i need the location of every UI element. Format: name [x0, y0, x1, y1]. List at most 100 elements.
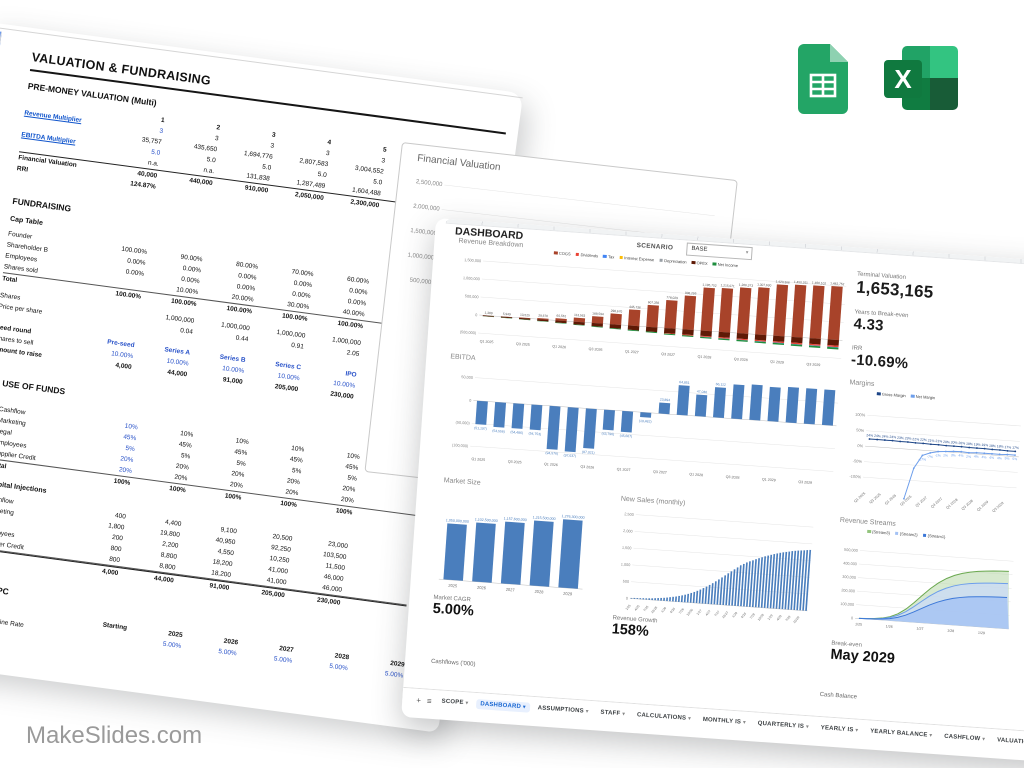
svg-text:1,307,630: 1,307,630	[757, 283, 772, 288]
svg-text:7/26: 7/26	[678, 607, 685, 615]
svg-text:1,482,752: 1,482,752	[830, 281, 845, 286]
sheet-tab-quarterly-is[interactable]: QUARTERLY IS ▾	[757, 720, 809, 731]
svg-text:23%: 23%	[905, 436, 912, 440]
svg-text:1/28: 1/28	[947, 629, 954, 633]
svg-text:2,000: 2,000	[623, 529, 633, 534]
revenue-streams-title: Revenue Streams	[839, 516, 897, 528]
sheet-tab-dashboard[interactable]: DASHBOARD ▾	[475, 699, 531, 713]
svg-text:100%: 100%	[855, 412, 866, 418]
svg-text:300,000: 300,000	[842, 575, 856, 580]
svg-text:4%: 4%	[958, 453, 963, 457]
svg-text:1,215,071: 1,215,071	[720, 283, 735, 288]
svg-text:84,787: 84,787	[825, 381, 836, 386]
sheet-tab-calculations[interactable]: CALCULATIONS ▾	[636, 712, 692, 722]
svg-text:1,000,000: 1,000,000	[407, 253, 435, 262]
svg-text:4%: 4%	[989, 456, 994, 460]
sheet-tab-monthly-is[interactable]: MONTHLY IS ▾	[702, 716, 746, 726]
svg-text:2029: 2029	[563, 591, 573, 597]
google-sheets-icon	[798, 44, 848, 114]
svg-text:100,000: 100,000	[840, 602, 854, 607]
svg-text:(54,556): (54,556)	[492, 429, 505, 434]
svg-text:(87,021): (87,021)	[582, 450, 595, 455]
cash-balance-label: Cash Balance	[819, 691, 858, 701]
svg-text:3%: 3%	[951, 453, 956, 457]
svg-text:(500,000): (500,000)	[460, 330, 477, 335]
svg-text:21%: 21%	[928, 439, 935, 443]
svg-text:5%: 5%	[1012, 457, 1017, 461]
svg-text:-100%: -100%	[849, 474, 861, 480]
svg-text:5,949: 5,949	[503, 312, 511, 317]
svg-text:(97,037): (97,037)	[563, 453, 576, 458]
svg-text:74,920: 74,920	[734, 379, 745, 384]
svg-text:Q1 2027: Q1 2027	[915, 496, 928, 508]
svg-text:400,000: 400,000	[843, 561, 857, 566]
svg-text:7/27: 7/27	[713, 610, 720, 618]
svg-text:Q3 2029: Q3 2029	[806, 362, 820, 367]
svg-text:17%: 17%	[1012, 446, 1019, 450]
market-size-title: Market Size	[443, 477, 481, 487]
svg-text:(45,667): (45,667)	[620, 434, 633, 439]
svg-text:10/25: 10/25	[650, 605, 658, 614]
svg-text:(43,796): (43,796)	[601, 432, 614, 437]
svg-text:Q3 2027: Q3 2027	[661, 352, 675, 357]
svg-text:X: X	[894, 64, 912, 94]
svg-text:17%: 17%	[1004, 445, 1011, 449]
sheet-tab-scope[interactable]: SCOPE ▾	[441, 698, 469, 707]
svg-text:21%: 21%	[935, 439, 942, 443]
svg-text:19%: 19%	[981, 443, 988, 447]
svg-text:20%: 20%	[951, 440, 958, 444]
svg-text:Q3 2025: Q3 2025	[508, 460, 522, 465]
svg-text:1/26: 1/26	[660, 606, 667, 614]
svg-text:2027: 2027	[506, 587, 516, 593]
sheet-tab-assumptions[interactable]: ASSUMPTIONS ▾	[537, 705, 589, 715]
svg-text:Q1 2025: Q1 2025	[853, 491, 866, 503]
svg-text:Q3 2029: Q3 2029	[798, 480, 812, 485]
svg-text:2028: 2028	[534, 589, 544, 595]
svg-text:-7%: -7%	[927, 455, 933, 459]
svg-text:0: 0	[626, 597, 628, 601]
sheet-tab-bar: + ≡ SCOPE ▾ DASHBOARD ▾ ASSUMPTIONS ▾ STAFF ▾ CA…	[401, 686, 1024, 759]
new-sales-title: New Sales (monthly)	[620, 495, 686, 508]
chevron-down-icon: ▾	[745, 249, 749, 256]
sheet-tab-cashflow[interactable]: CASHFLOW ▾	[943, 733, 986, 743]
sheet-tab-yearly-balance[interactable]: YEARLY BALANCE ▾	[869, 728, 933, 739]
svg-text:Q1 2025: Q1 2025	[480, 339, 494, 344]
svg-text:2026: 2026	[477, 585, 487, 591]
svg-text:1,500: 1,500	[622, 546, 632, 551]
svg-text:64,851: 64,851	[679, 380, 690, 385]
scenario-dropdown[interactable]: BASE ▾	[685, 242, 753, 261]
svg-text:1/29: 1/29	[767, 613, 774, 621]
svg-text:500,000: 500,000	[844, 548, 858, 553]
svg-text:79,760: 79,760	[789, 381, 800, 386]
svg-text:1,389: 1,389	[484, 311, 492, 316]
svg-text:10/29: 10/29	[792, 615, 800, 624]
svg-text:82,270: 82,270	[807, 381, 818, 386]
svg-text:1,195,752: 1,195,752	[702, 283, 717, 288]
svg-text:Q1 2029: Q1 2029	[762, 477, 776, 482]
svg-text:Q1 2028: Q1 2028	[945, 498, 958, 510]
sheet-tab-valuation[interactable]: VALUATION▾	[996, 737, 1024, 746]
all-sheets-menu-button[interactable]: ≡	[426, 696, 432, 706]
kpi-terminal-valuation: Terminal Valuation 1,653,165	[855, 271, 935, 302]
svg-text:4%: 4%	[981, 455, 986, 459]
svg-text:23%: 23%	[897, 436, 904, 440]
ebitda-chart: 50,000 0 (50,000) (100,000) (51,197) (54,556)…	[441, 363, 841, 492]
kpi-revenue-growth: Revenue Growth 158%	[611, 615, 658, 640]
scenario-label: SCENARIO	[636, 242, 674, 252]
svg-text:22%: 22%	[920, 438, 927, 442]
svg-text:(50,000): (50,000)	[455, 421, 470, 426]
svg-text:4/29: 4/29	[776, 614, 783, 622]
new-sales-chart: 2,500 2,000 1,500 1,000 500 0 1/25 4/25 7/25 10/2…	[611, 507, 816, 627]
add-sheet-button[interactable]: +	[416, 695, 422, 705]
svg-text:Q1 2025: Q1 2025	[471, 457, 485, 462]
svg-text:1/25: 1/25	[855, 622, 862, 626]
sheet-tab-staff[interactable]: STAFF ▾	[600, 709, 626, 718]
svg-text:24%: 24%	[882, 434, 889, 438]
svg-text:20%: 20%	[958, 441, 965, 445]
excel-icon: X	[884, 46, 958, 110]
svg-text:1,102,500,000: 1,102,500,000	[475, 517, 498, 523]
svg-text:50%: 50%	[856, 427, 865, 433]
svg-text:1/27: 1/27	[696, 608, 703, 616]
svg-text:24%: 24%	[874, 434, 881, 438]
sheet-tab-yearly-is[interactable]: YEARLY IS ▾	[820, 725, 859, 734]
